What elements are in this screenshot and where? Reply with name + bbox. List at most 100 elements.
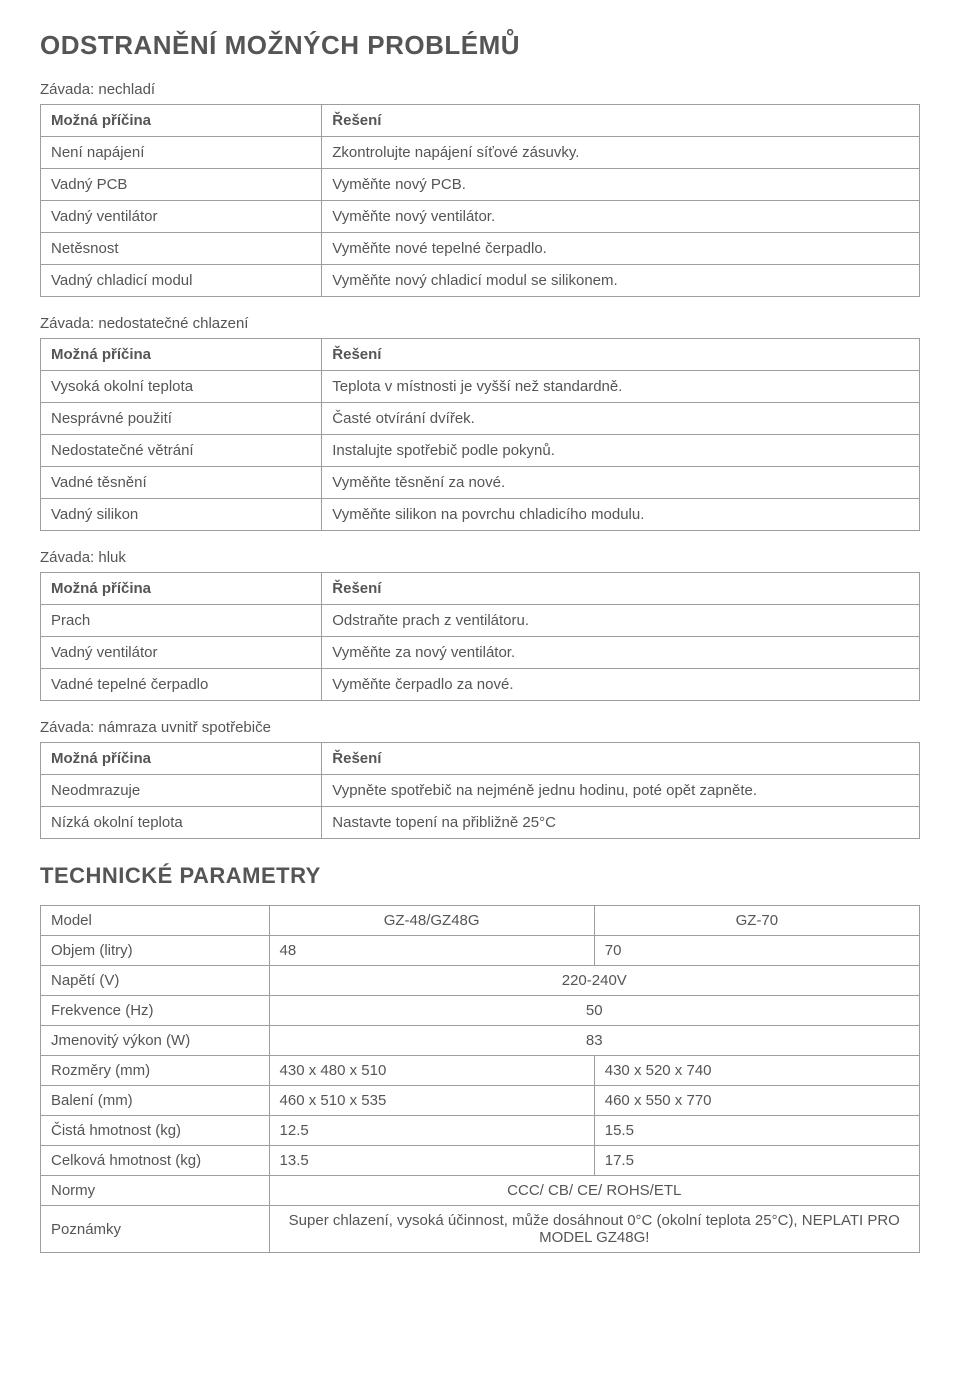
cause-cell: Netěsnost (41, 233, 322, 265)
spec-value: 48 (269, 936, 594, 966)
spec-row: Rozměry (mm)430 x 480 x 510430 x 520 x 7… (41, 1056, 920, 1086)
table-row: Nízká okolní teplotaNastavte topení na p… (41, 807, 920, 839)
cause-header: Možná příčina (41, 743, 322, 775)
cause-cell: Vysoká okolní teplota (41, 371, 322, 403)
fault-title: Závada: hluk (40, 549, 920, 566)
cause-cell: Prach (41, 605, 322, 637)
spec-label: Objem (litry) (41, 936, 270, 966)
troubleshoot-table: Možná příčinaŘešeníVysoká okolní teplota… (40, 338, 920, 531)
cause-cell: Nízká okolní teplota (41, 807, 322, 839)
solution-cell: Zkontrolujte napájení síťové zásuvky. (322, 137, 920, 169)
solution-cell: Vyměňte čerpadlo za nové. (322, 669, 920, 701)
spec-row: Frekvence (Hz)50 (41, 996, 920, 1026)
troubleshoot-table: Možná příčinaŘešeníNeodmrazujeVypněte sp… (40, 742, 920, 839)
solution-header: Řešení (322, 573, 920, 605)
table-row: Vadný chladicí modulVyměňte nový chladic… (41, 265, 920, 297)
solution-cell: Odstraňte prach z ventilátoru. (322, 605, 920, 637)
spec-row: Napětí (V)220-240V (41, 966, 920, 996)
cause-cell: Vadný chladicí modul (41, 265, 322, 297)
table-row: NetěsnostVyměňte nové tepelné čerpadlo. (41, 233, 920, 265)
spec-row: Jmenovitý výkon (W)83 (41, 1026, 920, 1056)
cause-cell: Nedostatečné větrání (41, 435, 322, 467)
table-row: Vadný silikonVyměňte silikon na povrchu … (41, 499, 920, 531)
spec-value: 83 (269, 1026, 919, 1056)
spec-value: 15.5 (594, 1116, 919, 1146)
spec-value: 17.5 (594, 1146, 919, 1176)
table-row: Vadné tepelné čerpadloVyměňte čerpadlo z… (41, 669, 920, 701)
specs-table: ModelGZ-48/GZ48GGZ-70Objem (litry)4870Na… (40, 905, 920, 1253)
solution-header: Řešení (322, 105, 920, 137)
solution-cell: Vyměňte za nový ventilátor. (322, 637, 920, 669)
spec-value: 460 x 550 x 770 (594, 1086, 919, 1116)
cause-cell: Vadný ventilátor (41, 637, 322, 669)
cause-header: Možná příčina (41, 105, 322, 137)
cause-cell: Vadný ventilátor (41, 201, 322, 233)
cause-cell: Není napájení (41, 137, 322, 169)
faults-container: Závada: nechladíMožná příčinaŘešeníNení … (40, 81, 920, 839)
spec-label: Napětí (V) (41, 966, 270, 996)
table-row: Vadný ventilátorVyměňte nový ventilátor. (41, 201, 920, 233)
spec-label: Rozměry (mm) (41, 1056, 270, 1086)
table-row: Vadné těsněníVyměňte těsnění za nové. (41, 467, 920, 499)
spec-row: Celková hmotnost (kg)13.517.5 (41, 1146, 920, 1176)
cause-cell: Vadné těsnění (41, 467, 322, 499)
spec-value: Super chlazení, vysoká účinnost, může do… (269, 1206, 919, 1253)
solution-cell: Nastavte topení na přibližně 25°C (322, 807, 920, 839)
spec-label: Jmenovitý výkon (W) (41, 1026, 270, 1056)
solution-cell: Vyměňte silikon na povrchu chladicího mo… (322, 499, 920, 531)
spec-row: Balení (mm)460 x 510 x 535460 x 550 x 77… (41, 1086, 920, 1116)
spec-row: NormyCCC/ CB/ CE/ ROHS/ETL (41, 1176, 920, 1206)
technical-params-heading: TECHNICKÉ PARAMETRY (40, 863, 920, 889)
solution-cell: Vypněte spotřebič na nejméně jednu hodin… (322, 775, 920, 807)
solution-cell: Instalujte spotřebič podle pokynů. (322, 435, 920, 467)
troubleshoot-table: Možná příčinaŘešeníPrachOdstraňte prach … (40, 572, 920, 701)
spec-model-header: GZ-70 (594, 906, 919, 936)
spec-label: Čistá hmotnost (kg) (41, 1116, 270, 1146)
spec-value: 430 x 480 x 510 (269, 1056, 594, 1086)
spec-value: 430 x 520 x 740 (594, 1056, 919, 1086)
spec-row: Objem (litry)4870 (41, 936, 920, 966)
spec-value: 460 x 510 x 535 (269, 1086, 594, 1116)
spec-value: 13.5 (269, 1146, 594, 1176)
troubleshoot-table: Možná příčinaŘešeníNení napájeníZkontrol… (40, 104, 920, 297)
spec-model-header: GZ-48/GZ48G (269, 906, 594, 936)
fault-title: Závada: nechladí (40, 81, 920, 98)
cause-cell: Vadný PCB (41, 169, 322, 201)
spec-value: 12.5 (269, 1116, 594, 1146)
spec-label: Celková hmotnost (kg) (41, 1146, 270, 1176)
spec-value: 220-240V (269, 966, 919, 996)
table-row: Vadný PCBVyměňte nový PCB. (41, 169, 920, 201)
table-row: Nesprávné použitíČasté otvírání dvířek. (41, 403, 920, 435)
table-row: Vysoká okolní teplotaTeplota v místnosti… (41, 371, 920, 403)
solution-cell: Vyměňte nové tepelné čerpadlo. (322, 233, 920, 265)
solution-cell: Vyměňte těsnění za nové. (322, 467, 920, 499)
spec-label-header: Model (41, 906, 270, 936)
cause-cell: Neodmrazuje (41, 775, 322, 807)
table-row: PrachOdstraňte prach z ventilátoru. (41, 605, 920, 637)
spec-row: Čistá hmotnost (kg)12.515.5 (41, 1116, 920, 1146)
spec-label: Normy (41, 1176, 270, 1206)
spec-row: PoznámkySuper chlazení, vysoká účinnost,… (41, 1206, 920, 1253)
solution-header: Řešení (322, 339, 920, 371)
spec-value: CCC/ CB/ CE/ ROHS/ETL (269, 1176, 919, 1206)
solution-cell: Vyměňte nový ventilátor. (322, 201, 920, 233)
table-row: NeodmrazujeVypněte spotřebič na nejméně … (41, 775, 920, 807)
fault-title: Závada: námraza uvnitř spotřebiče (40, 719, 920, 736)
cause-cell: Nesprávné použití (41, 403, 322, 435)
spec-value: 50 (269, 996, 919, 1026)
solution-cell: Teplota v místnosti je vyšší než standar… (322, 371, 920, 403)
troubleshooting-heading: ODSTRANĚNÍ MOŽNÝCH PROBLÉMŮ (40, 30, 920, 61)
fault-title: Závada: nedostatečné chlazení (40, 315, 920, 332)
table-row: Není napájeníZkontrolujte napájení síťov… (41, 137, 920, 169)
cause-cell: Vadné tepelné čerpadlo (41, 669, 322, 701)
spec-value: 70 (594, 936, 919, 966)
spec-label: Frekvence (Hz) (41, 996, 270, 1026)
solution-cell: Časté otvírání dvířek. (322, 403, 920, 435)
table-row: Nedostatečné větráníInstalujte spotřebič… (41, 435, 920, 467)
spec-label: Poznámky (41, 1206, 270, 1253)
cause-header: Možná příčina (41, 339, 322, 371)
solution-cell: Vyměňte nový chladicí modul se silikonem… (322, 265, 920, 297)
table-row: Vadný ventilátorVyměňte za nový ventilát… (41, 637, 920, 669)
cause-cell: Vadný silikon (41, 499, 322, 531)
cause-header: Možná příčina (41, 573, 322, 605)
